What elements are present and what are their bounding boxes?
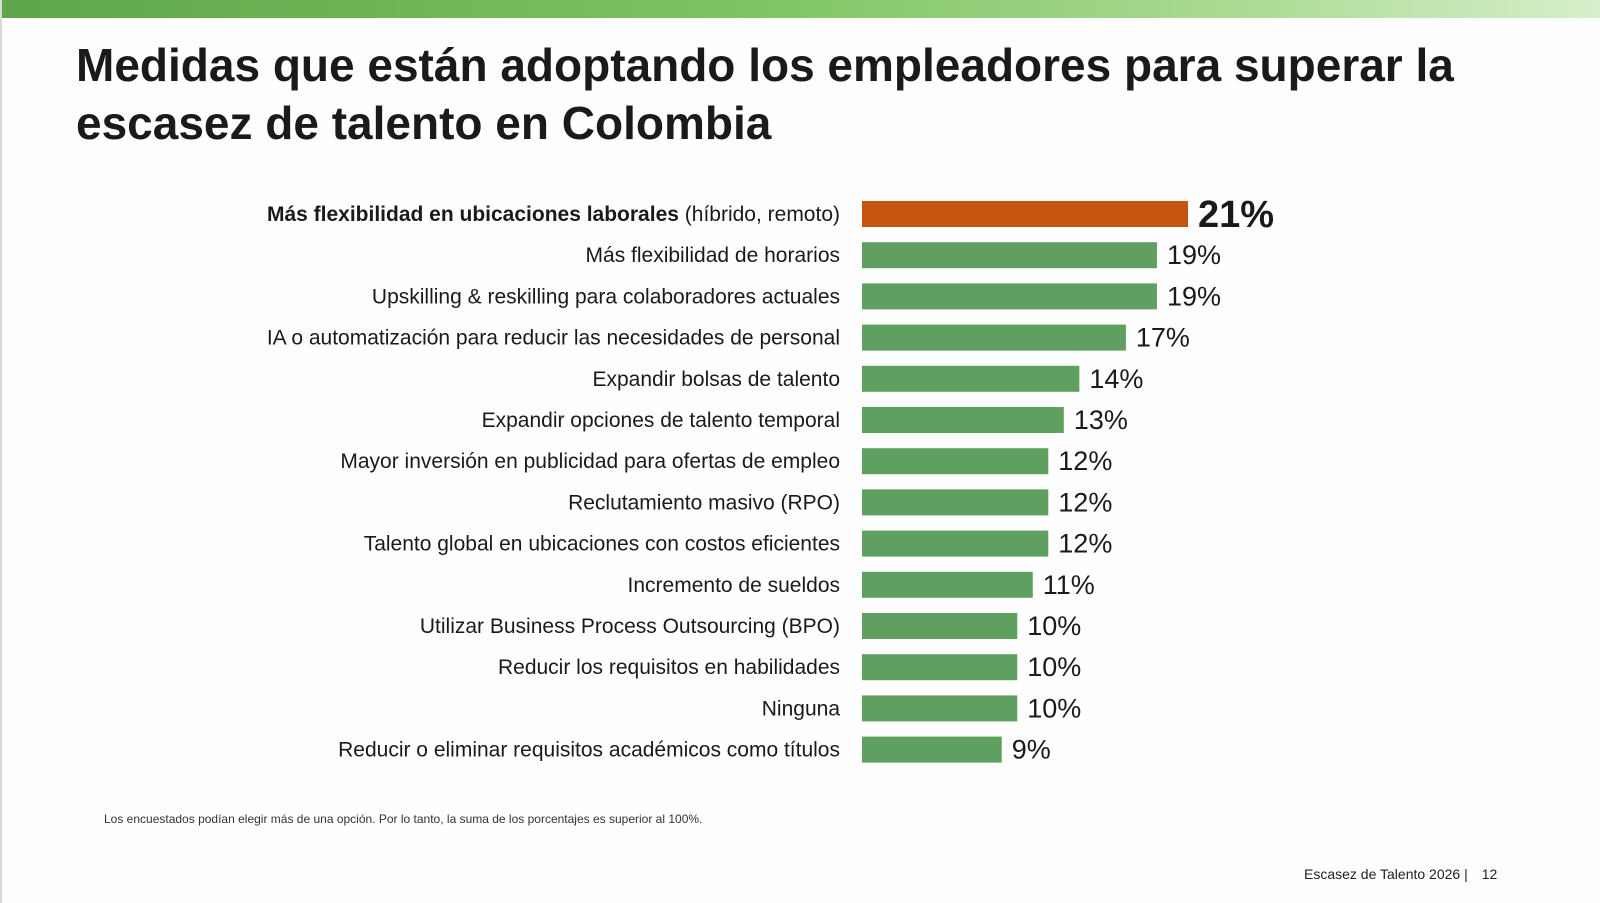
value-label: 21% (1198, 194, 1274, 236)
value-label: 19% (1167, 240, 1221, 270)
category-label-text: Upskilling & reskilling para colaborador… (372, 285, 840, 308)
category-label: Incremento de sueldos (628, 573, 840, 596)
category-label-text: Reducir o eliminar requisitos académicos… (338, 738, 840, 761)
footer: Escasez de Talento 2026 | 12 (1304, 866, 1497, 882)
category-label: Talento global en ubicaciones con costos… (364, 532, 840, 555)
bar (862, 695, 1018, 722)
bar (862, 365, 1080, 392)
top-accent-band (0, 0, 1600, 18)
category-label: Utilizar Business Process Outsourcing (B… (420, 615, 840, 638)
value-label: 12% (1058, 487, 1112, 517)
category-label: Reducir o eliminar requisitos académicos… (338, 738, 840, 761)
value-label: 14% (1089, 364, 1143, 394)
bar (862, 407, 1064, 433)
value-label: 17% (1136, 323, 1190, 353)
category-label-text: Utilizar Business Process Outsourcing (B… (420, 615, 840, 638)
value-label: 9% (1012, 735, 1051, 765)
category-label: IA o automatización para reducir las nec… (267, 326, 840, 349)
category-label-text: IA o automatización para reducir las nec… (267, 326, 840, 349)
bar-highlight (862, 201, 1188, 227)
value-label: 11% (1043, 570, 1095, 600)
footnote: Los encuestados podían elegir más de una… (104, 812, 703, 826)
slide-edge (0, 0, 2, 903)
category-label: Expandir bolsas de talento (593, 367, 841, 390)
bar (862, 736, 1002, 763)
bar (862, 613, 1018, 639)
category-label-text: Ninguna (762, 697, 841, 720)
category-label-text: Más flexibilidad de horarios (586, 244, 840, 267)
bar (862, 530, 1049, 557)
value-label: 10% (1027, 693, 1081, 723)
value-label: 19% (1167, 281, 1221, 311)
category-label: Expandir opciones de talento temporal (482, 409, 840, 432)
value-label: 12% (1058, 446, 1112, 476)
bar (862, 448, 1049, 475)
value-label: 10% (1027, 652, 1081, 682)
bar (862, 242, 1157, 269)
category-label-text: Talento global en ubicaciones con costos… (364, 532, 840, 555)
bar (862, 283, 1157, 310)
page-number: 12 (1481, 866, 1498, 882)
category-label-text: Expandir bolsas de talento (593, 367, 841, 390)
bar-chart: Más flexibilidad en ubicaciones laborale… (267, 194, 1274, 765)
category-label-text: Incremento de sueldos (628, 573, 840, 596)
category-label: Reclutamiento masivo (RPO) (568, 491, 840, 514)
slide-title: Medidas que están adoptando los empleado… (76, 39, 1454, 149)
category-label: Reducir los requisitos en habilidades (498, 656, 840, 679)
category-label: Más flexibilidad de horarios (586, 244, 840, 267)
category-label-text: Reclutamiento masivo (RPO) (568, 491, 840, 514)
footer-report-name: Escasez de Talento 2026 | (1304, 866, 1468, 882)
category-label: Mayor inversión en publicidad para ofert… (340, 450, 840, 473)
category-label-bold: Más flexibilidad en ubicaciones laborale… (267, 203, 679, 226)
bar (862, 571, 1033, 598)
category-label: Más flexibilidad en ubicaciones laborale… (267, 203, 840, 226)
bar (862, 324, 1126, 351)
bar (862, 489, 1049, 516)
category-label-text: Expandir opciones de talento temporal (482, 409, 840, 432)
category-label-text: Mayor inversión en publicidad para ofert… (340, 450, 840, 473)
category-label: Upskilling & reskilling para colaborador… (372, 285, 840, 308)
value-label: 12% (1058, 529, 1112, 559)
category-label-text: Reducir los requisitos en habilidades (498, 656, 840, 679)
category-label: Ninguna (762, 697, 841, 720)
value-label: 10% (1027, 611, 1081, 641)
bar (862, 654, 1018, 681)
category-label-text: (híbrido, remoto) (679, 203, 840, 226)
value-label: 13% (1074, 405, 1128, 435)
